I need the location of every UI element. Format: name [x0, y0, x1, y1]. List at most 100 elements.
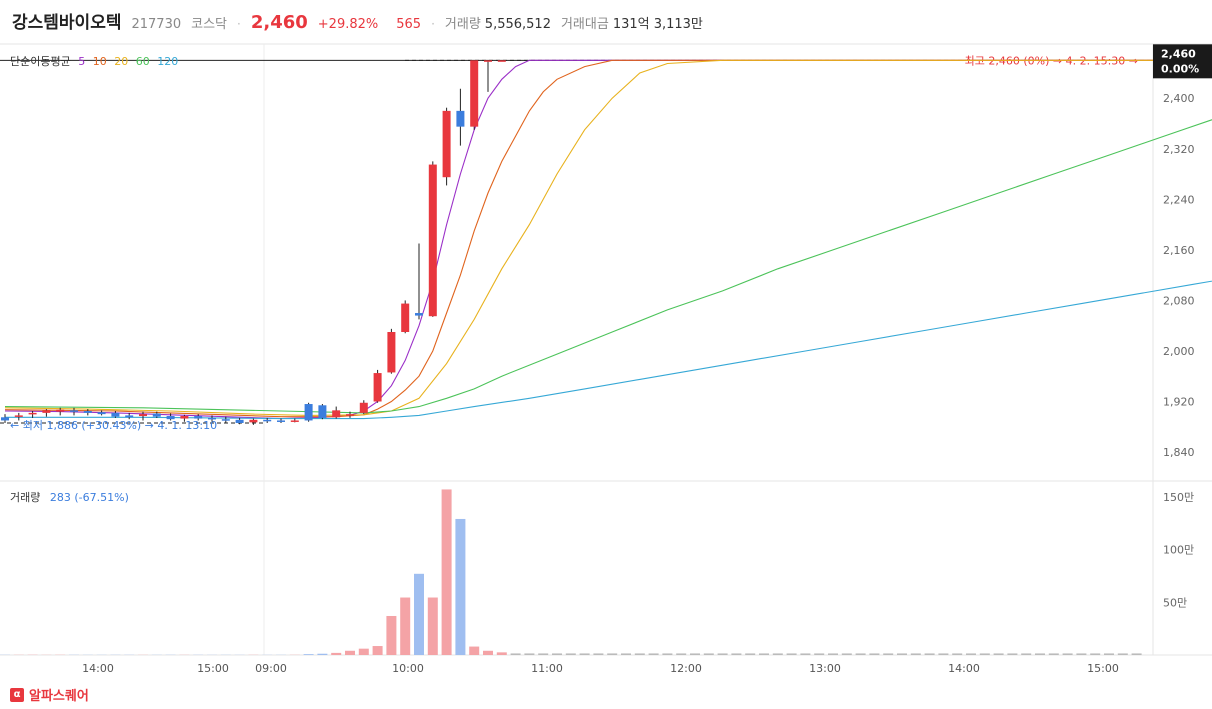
y-tick-label: 2,240	[1163, 193, 1195, 206]
volume-bar	[690, 653, 700, 655]
y-tick-label: 1,840	[1163, 446, 1195, 459]
volume-bar	[855, 653, 866, 655]
ma-legend[interactable]: 단순이동평균 5 10 20 60 120	[10, 53, 182, 69]
volume-bar	[731, 653, 742, 655]
volume-bar	[800, 653, 811, 655]
candle-body	[83, 410, 92, 413]
volume-bar	[1104, 653, 1114, 655]
volume-legend[interactable]: 거래량 283 (-67.51%)	[10, 489, 129, 505]
candle-body	[249, 419, 258, 423]
volume-bar	[662, 653, 673, 655]
ma-20-line	[4, 59, 1212, 416]
volume-bar	[593, 653, 604, 655]
volume-bar	[621, 653, 631, 655]
volume-bar	[358, 648, 369, 655]
x-tick-label: 10:00	[392, 662, 424, 675]
candle-body	[359, 402, 368, 413]
candle-body	[277, 420, 285, 422]
candle-body	[304, 404, 313, 421]
current-price-tag	[1153, 44, 1212, 79]
candle-body	[497, 60, 506, 62]
volume-bar	[938, 653, 949, 655]
y-tick-label: 2,320	[1163, 143, 1195, 156]
volume-bar	[648, 653, 659, 655]
candle-body	[373, 373, 382, 402]
candle-body	[332, 410, 341, 418]
candle-body	[318, 405, 327, 418]
candle-body	[484, 60, 492, 62]
volume-bar	[455, 518, 466, 655]
x-tick-label: 13:00	[809, 662, 841, 675]
volume-bar	[1090, 653, 1101, 655]
stock-name[interactable]: 강스템바이오텍	[12, 13, 122, 33]
current-price-tag-pct: 0.00%	[1161, 62, 1199, 75]
volume-bar	[483, 650, 493, 655]
volume-bar	[386, 615, 397, 655]
volume-bar	[869, 653, 880, 655]
volume-bar	[703, 653, 714, 655]
stock-header: 강스템바이오텍 217730 코스닥 · 2,460 +29.82% 565 ·…	[12, 8, 703, 36]
volume-bar	[317, 653, 328, 655]
current-price: 2,460	[250, 12, 308, 33]
volume-tick-label: 50만	[1163, 596, 1187, 609]
market-name: 코스닥	[191, 17, 228, 32]
volume-bar	[966, 653, 976, 655]
y-tick-label: 2,160	[1163, 244, 1195, 257]
volume-bar	[303, 654, 314, 655]
volume-bar	[1021, 653, 1032, 655]
volume-bar	[883, 653, 894, 655]
x-tick-label: 15:00	[197, 662, 229, 675]
volume-bar	[841, 653, 852, 655]
volume-tick-label: 150만	[1163, 491, 1194, 504]
volume-bar	[496, 652, 507, 655]
volume-bar	[372, 646, 383, 655]
ma-5-line	[4, 59, 1212, 420]
amount-value: 131억 3,113만	[612, 17, 703, 32]
volume-bar	[634, 653, 645, 655]
volume-bar	[524, 653, 535, 655]
candle-body	[111, 412, 120, 417]
candle-body	[152, 413, 161, 417]
candle-body	[139, 414, 147, 417]
candle-body	[401, 303, 410, 332]
volume-bar	[897, 653, 907, 655]
y-tick-label: 2,000	[1163, 345, 1195, 358]
volume-bar	[717, 653, 728, 655]
candle-body	[263, 419, 272, 422]
candle-body	[415, 313, 423, 316]
volume-bar	[1131, 653, 1142, 655]
volume-bar	[538, 653, 549, 655]
brand-logo-icon: α	[10, 687, 24, 702]
x-tick-label: 11:00	[531, 662, 563, 675]
current-price-tag-price: 2,460	[1161, 47, 1196, 60]
volume-label: 거래량	[444, 17, 481, 32]
candle-body	[428, 164, 437, 317]
ma-60-line	[4, 119, 1212, 414]
brand-name: 알파스퀘어	[29, 689, 89, 704]
volume-bar	[552, 653, 562, 655]
volume-bar	[952, 653, 963, 655]
candle-body	[70, 410, 78, 412]
volume-bar	[814, 653, 825, 655]
volume-value: 5,556,512	[484, 17, 551, 32]
candle-body	[56, 409, 65, 412]
y-tick-label: 2,400	[1163, 92, 1195, 105]
x-tick-label: 14:00	[82, 662, 114, 675]
low-annotation: ← 최저 1,886 (+30.43%) → 4. 1. 13:10	[10, 419, 217, 432]
volume-bar	[400, 597, 411, 655]
volume-bar	[469, 646, 480, 655]
ma-5-label: 5	[78, 55, 86, 68]
volume-bar	[510, 653, 521, 655]
volume-bar	[1007, 653, 1018, 655]
x-tick-label: 12:00	[670, 662, 702, 675]
volume-bar	[828, 653, 838, 655]
ma-20-label: 20	[114, 55, 129, 68]
y-tick-label: 2,080	[1163, 294, 1195, 307]
footer-brand[interactable]: α 알파스퀘어	[10, 685, 89, 704]
candle-body	[442, 110, 451, 178]
candle-body	[125, 415, 134, 418]
y-tick-label: 1,920	[1163, 396, 1195, 409]
stock-code: 217730	[131, 17, 182, 32]
volume-bar	[579, 653, 590, 655]
